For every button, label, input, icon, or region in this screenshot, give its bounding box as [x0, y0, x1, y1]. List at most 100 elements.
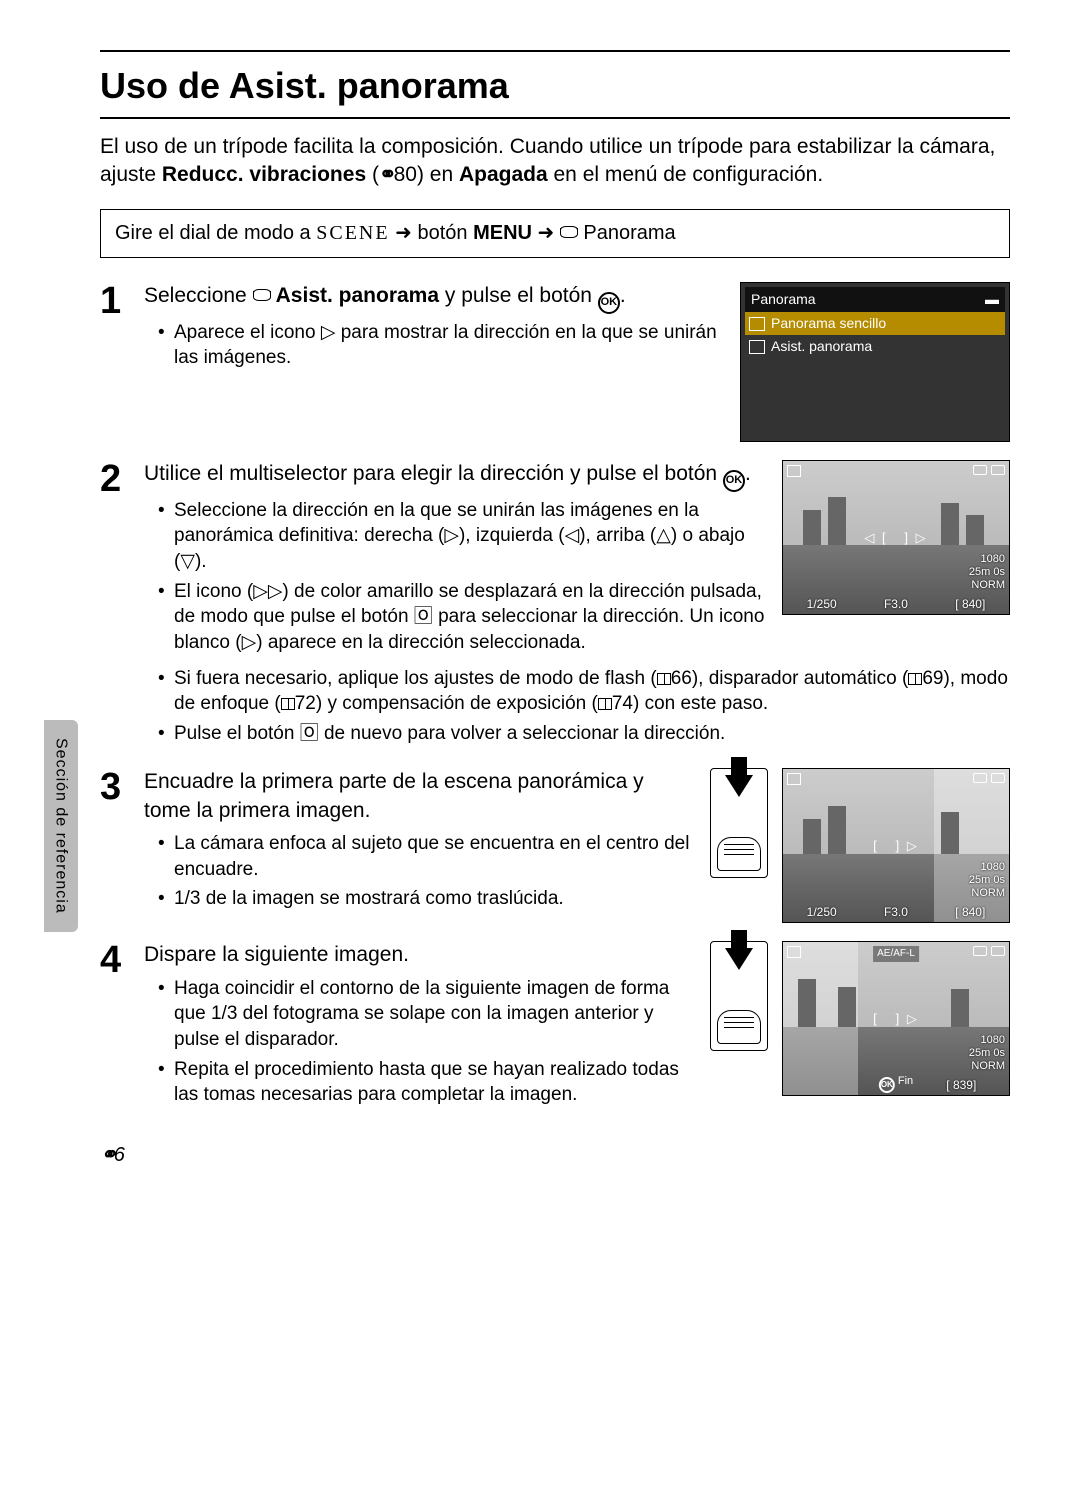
step4-heading: Dispare la siguiente imagen.	[144, 941, 696, 969]
step2-bullet: El icono (▷▷) de color amarillo se despl…	[158, 579, 768, 656]
ok-button-icon: OK	[598, 292, 620, 314]
shutter-press-icon	[710, 941, 768, 1051]
manual-ref-icon	[281, 698, 295, 710]
ref-section-icon: ⚭	[100, 1142, 114, 1169]
top-rule	[100, 50, 1010, 52]
nav-text: Gire el dial de modo a	[115, 222, 316, 244]
intro-text: en el menú de configuración.	[554, 163, 824, 186]
page-number: 6	[114, 1144, 125, 1166]
flash-icon	[973, 465, 987, 475]
intro-bold-1: Reducc. vibraciones	[162, 163, 366, 186]
step-number: 2	[100, 460, 138, 750]
side-tab: Sección de referencia	[44, 720, 78, 932]
res-label: 1080	[969, 1034, 1005, 1047]
step2-bullet: Seleccione la dirección en la que se uni…	[158, 498, 768, 575]
menu-item-selected: Panorama sencillo	[745, 312, 1005, 335]
flash-icon	[973, 773, 987, 783]
ref: 66	[671, 668, 692, 689]
t: Asist. panorama	[271, 284, 439, 307]
panorama-icon	[560, 228, 578, 238]
step2-bullet: Pulse el botón 🄾 de nuevo para volver a …	[158, 721, 1010, 747]
t: ) y compensación de exposición (	[316, 693, 598, 714]
pano-mode-icon	[787, 946, 801, 958]
easy-pano-icon	[749, 317, 765, 331]
step2-heading: Utilice el multiselector para elegir la …	[144, 460, 768, 491]
ref: 74	[612, 693, 633, 714]
count-label: [ 839]	[946, 1077, 976, 1093]
step-number: 1	[100, 282, 138, 442]
norm-label: NORM	[969, 579, 1005, 592]
time-label: 25m 0s	[969, 566, 1005, 579]
intro-bold-2: Apagada	[459, 163, 548, 186]
nav-text: ➜	[538, 222, 560, 244]
focus-brackets: ◁ [ ] ▷	[864, 529, 927, 547]
menu-item: Asist. panorama	[745, 335, 1005, 358]
step-number: 4	[100, 941, 138, 1112]
flash-icon	[973, 946, 987, 956]
res-label: 1080	[969, 553, 1005, 566]
shutter-press-icon	[710, 768, 768, 878]
arrow-down-icon	[725, 775, 753, 797]
intro-paragraph: El uso de un trípode facilita la composi…	[100, 133, 1010, 190]
aperture-label: F3.0	[884, 596, 908, 612]
live-view-screenshot: ◁ [ ] ▷ 108025m 0sNORM 1/250 F3.0 [ 840]	[782, 460, 1010, 615]
menu-item-label: Panorama sencillo	[771, 314, 886, 333]
step1-heading: Seleccione Asist. panorama y pulse el bo…	[144, 282, 726, 313]
step-2: 2 Utilice el multiselector para elegir l…	[100, 460, 1010, 750]
step-3: 3 Encuadre la primera parte de la escena…	[100, 768, 1010, 923]
t: ), disparador automático (	[692, 668, 909, 689]
step-1: 1 Seleccione Asist. panorama y pulse el …	[100, 282, 1010, 442]
menu-title: Panorama	[751, 290, 816, 309]
battery-icon: ▬	[985, 290, 999, 309]
norm-label: NORM	[969, 887, 1005, 900]
shutter-label: 1/250	[807, 596, 837, 612]
t: Si fuera necesario, aplique los ajustes …	[174, 668, 657, 689]
assist-panorama-icon	[253, 291, 271, 301]
manual-ref-icon	[598, 698, 612, 710]
step3-bullet: La cámara enfoca al sujeto que se encuen…	[158, 831, 696, 882]
menu-label: MENU	[473, 222, 532, 244]
step-number: 3	[100, 768, 138, 923]
ref-icon: ⚭	[379, 161, 394, 189]
nav-text: Panorama	[583, 222, 675, 244]
ref: 72	[295, 693, 316, 714]
assist-pano-icon	[749, 340, 765, 354]
step3-bullet: 1/3 de la imagen se mostrará como traslú…	[158, 886, 696, 912]
nav-text: ➜ botón	[395, 222, 473, 244]
t: y pulse el botón	[439, 284, 598, 307]
ok-button-icon: OK	[723, 470, 745, 492]
manual-ref-icon	[908, 673, 922, 685]
time-label: 25m 0s	[969, 1047, 1005, 1060]
arrow-down-icon	[725, 948, 753, 970]
finger-icon	[717, 837, 761, 871]
nav-path-box: Gire el dial de modo a SCENE ➜ botón MEN…	[100, 209, 1010, 258]
manual-ref-icon	[657, 673, 671, 685]
battery-icon	[991, 946, 1005, 956]
live-view-screenshot: [ ] ▷ 108025m 0sNORM 1/250F3.0[ 840]	[782, 768, 1010, 923]
battery-icon	[991, 773, 1005, 783]
finger-icon	[717, 1010, 761, 1044]
scene-label: SCENE	[316, 222, 389, 244]
page-title: Uso de Asist. panorama	[100, 62, 1010, 119]
pano-mode-icon	[787, 773, 801, 785]
focus-brackets: [ ] ▷	[873, 837, 919, 855]
t: Utilice el multiselector para elegir la …	[144, 462, 723, 485]
pano-mode-icon	[787, 465, 801, 477]
shutter-label: 1/250	[807, 904, 837, 920]
aeaf-lock-label: AE/AF-L	[873, 946, 919, 962]
count-label: [ 840]	[955, 596, 985, 612]
step1-bullet: Aparece el icono ▷ para mostrar la direc…	[158, 320, 726, 371]
step-4: 4 Dispare la siguiente imagen. Haga coin…	[100, 941, 1010, 1112]
step3-heading: Encuadre la primera parte de la escena p…	[144, 768, 696, 825]
intro-ref: 80	[394, 163, 417, 186]
step2-bullet: Si fuera necesario, aplique los ajustes …	[158, 666, 1010, 717]
res-label: 1080	[969, 861, 1005, 874]
ref: 69	[922, 668, 943, 689]
intro-text: ) en	[417, 163, 459, 186]
menu-item-label: Asist. panorama	[771, 337, 872, 356]
step4-bullet: Haga coincidir el contorno de la siguien…	[158, 976, 696, 1053]
camera-menu-screenshot: Panorama ▬ Panorama sencillo Asist. panor…	[740, 282, 1010, 442]
t: ) con este paso.	[633, 693, 768, 714]
norm-label: NORM	[969, 1060, 1005, 1073]
live-view-screenshot: AE/AF-L [ ] ▷ 108025m 0sNORM OK Fin [ 83…	[782, 941, 1010, 1096]
